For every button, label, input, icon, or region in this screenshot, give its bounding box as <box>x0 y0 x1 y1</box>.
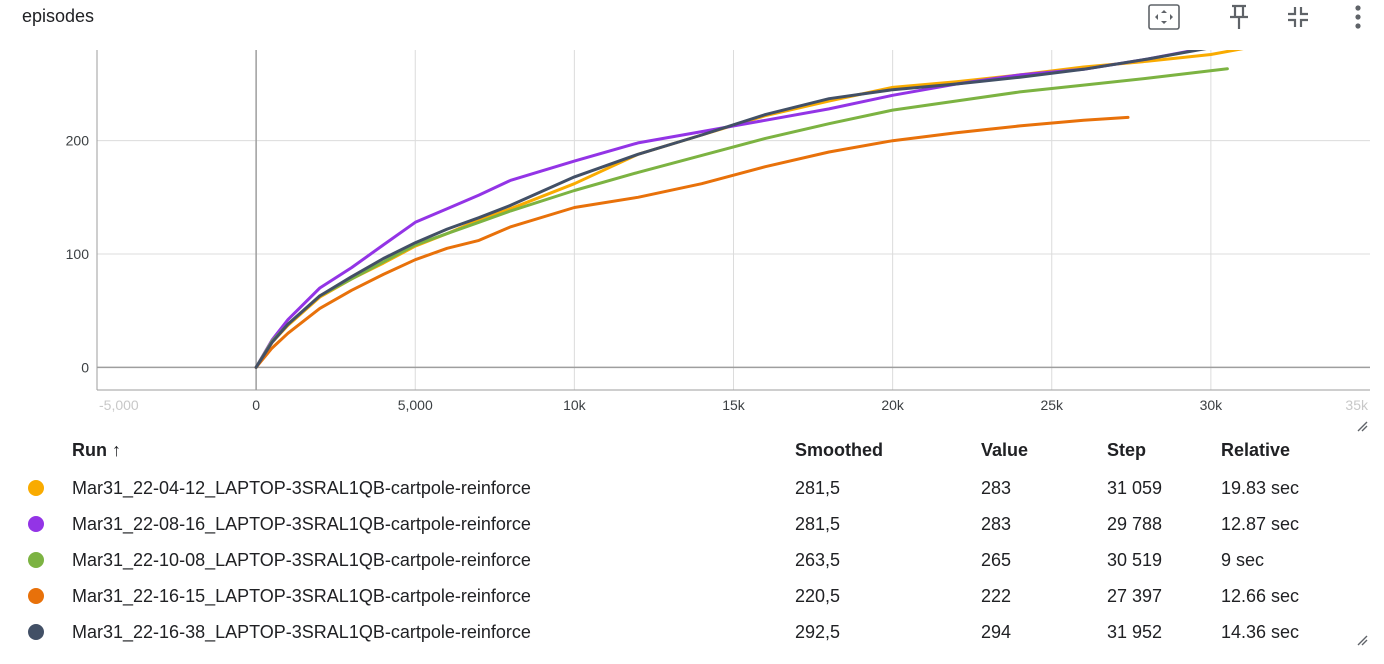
run-value: 283 <box>981 478 1012 498</box>
chart-resize-handle-icon[interactable] <box>1356 420 1368 432</box>
run-smoothed: 281,5 <box>795 478 841 498</box>
header-step[interactable]: Step <box>1107 440 1147 460</box>
x-tick-label: 25k <box>1040 397 1064 413</box>
tick-labels: -5,000 0 5,000 10k 15k 20k 25k 30k 35k 0 100 200 <box>66 133 1369 413</box>
header-value[interactable]: Value <box>981 440 1029 460</box>
x-tick-label: 15k <box>722 397 746 413</box>
more-vert-icon <box>1355 5 1361 29</box>
y-tick-label: 0 <box>81 359 89 375</box>
header-run[interactable]: Run ↑ <box>72 440 121 460</box>
run-name: Mar31_22-16-38_LAPTOP-3SRAL1QB-cartpole-… <box>72 622 531 642</box>
x-tick-label: 0 <box>252 397 260 413</box>
run-step: 27 397 <box>1107 586 1163 606</box>
run-color-dot <box>28 624 44 640</box>
collapse-button[interactable] <box>1280 0 1316 34</box>
run-color-dot <box>28 516 44 532</box>
run-value: 222 <box>981 586 1012 606</box>
more-button[interactable] <box>1340 0 1376 34</box>
series-line[interactable] <box>254 67 1229 369</box>
x-tick-label: 5,000 <box>398 397 433 413</box>
x-tick-label: 20k <box>881 397 905 413</box>
y-tick-label: 200 <box>66 133 90 149</box>
legend-row: Mar31_22-08-16_LAPTOP-3SRAL1QB-cartpole-… <box>0 506 1384 542</box>
x-tick-label: 30k <box>1200 397 1224 413</box>
run-step: 31 952 <box>1107 622 1163 642</box>
run-step: 31 059 <box>1107 478 1163 498</box>
x-tick-label: 35k <box>1345 397 1369 413</box>
axes <box>96 50 1370 391</box>
pin-button[interactable] <box>1221 0 1257 34</box>
run-step: 29 788 <box>1107 514 1163 534</box>
run-relative: 12.66 sec <box>1221 586 1300 606</box>
x-tick-label: -5,000 <box>99 397 139 413</box>
header-relative[interactable]: Relative <box>1221 440 1291 460</box>
series-line[interactable] <box>254 48 1245 369</box>
series-line[interactable] <box>254 115 1130 369</box>
legend-row: Mar31_22-04-12_LAPTOP-3SRAL1QB-cartpole-… <box>0 470 1384 506</box>
run-relative: 12.87 sec <box>1221 514 1300 534</box>
y-tick-label: 100 <box>66 246 90 262</box>
collapse-icon <box>1288 7 1308 27</box>
run-color-dot <box>28 552 44 568</box>
series-lines <box>254 36 1273 369</box>
run-step: 30 519 <box>1107 550 1163 570</box>
run-color-dot <box>28 588 44 604</box>
pin-icon <box>1230 4 1248 29</box>
run-name: Mar31_22-08-16_LAPTOP-3SRAL1QB-cartpole-… <box>72 514 531 534</box>
run-relative: 19.83 sec <box>1221 478 1300 498</box>
run-value: 294 <box>981 622 1012 642</box>
run-color-dot <box>28 480 44 496</box>
card-title: episodes <box>22 6 95 26</box>
legend-row: Mar31_22-10-08_LAPTOP-3SRAL1QB-cartpole-… <box>0 542 1384 578</box>
line-chart[interactable]: -5,000 0 5,000 10k 15k 20k 25k 30k 35k 0 100 200 <box>0 0 1384 440</box>
run-smoothed: 220,5 <box>795 586 841 606</box>
run-name: Mar31_22-16-15_LAPTOP-3SRAL1QB-cartpole-… <box>72 586 531 606</box>
run-relative: 14.36 sec <box>1221 622 1300 642</box>
legend-row: Mar31_22-16-15_LAPTOP-3SRAL1QB-cartpole-… <box>0 578 1384 614</box>
run-name: Mar31_22-04-12_LAPTOP-3SRAL1QB-cartpole-… <box>72 478 531 498</box>
fit-domain-button[interactable] <box>1146 0 1182 34</box>
grid-lines <box>97 50 1370 390</box>
fit-domain-icon <box>1148 4 1180 30</box>
series-line[interactable] <box>254 48 1204 369</box>
run-name: Mar31_22-10-08_LAPTOP-3SRAL1QB-cartpole-… <box>72 550 531 570</box>
run-value: 265 <box>981 550 1012 570</box>
run-relative: 9 sec <box>1221 550 1265 570</box>
run-smoothed: 292,5 <box>795 622 841 642</box>
run-smoothed: 281,5 <box>795 514 841 534</box>
legend-resize-handle-icon[interactable] <box>1356 634 1368 646</box>
x-tick-label: 10k <box>563 397 587 413</box>
series-line[interactable] <box>254 36 1273 369</box>
run-smoothed: 263,5 <box>795 550 841 570</box>
legend-row: Mar31_22-16-38_LAPTOP-3SRAL1QB-cartpole-… <box>0 614 1384 650</box>
run-value: 283 <box>981 514 1012 534</box>
header-smoothed[interactable]: Smoothed <box>795 440 883 460</box>
